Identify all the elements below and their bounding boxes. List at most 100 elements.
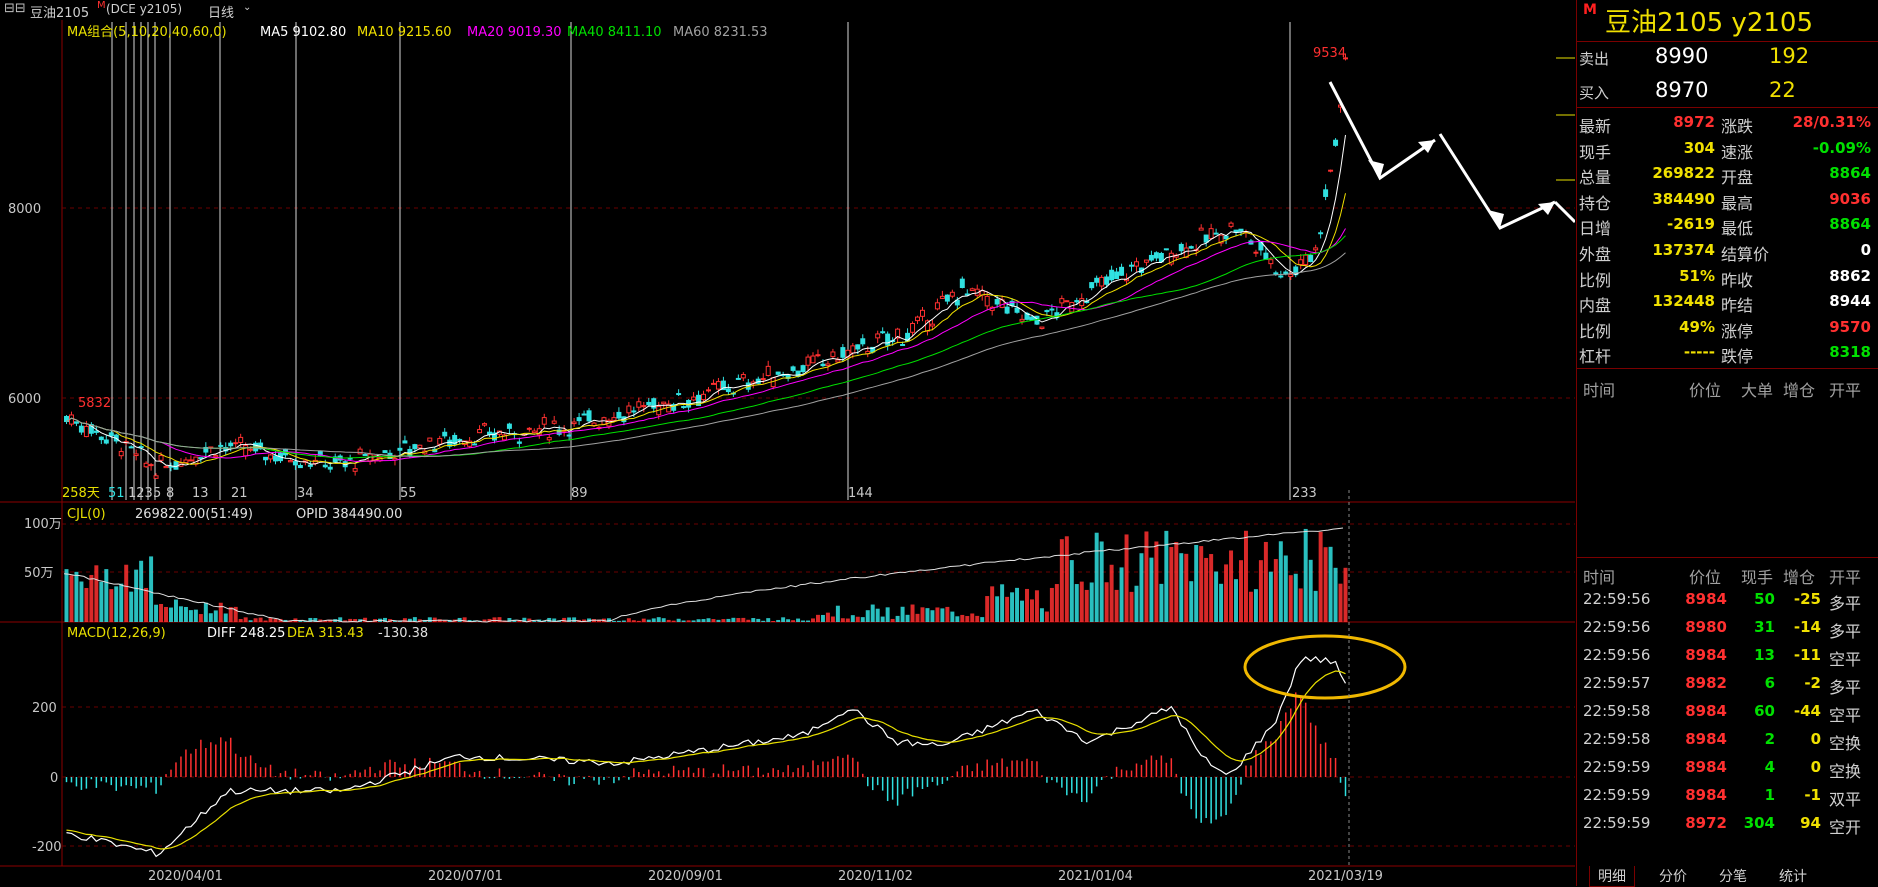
stat-label: 日增 — [1579, 219, 1612, 239]
tick-type: 空平 — [1829, 706, 1862, 725]
tab-stats[interactable]: 统计 — [1779, 869, 1807, 885]
vol-legend-value: 269822.00(51:49) — [135, 507, 253, 522]
tick-volume: 4 — [1764, 758, 1775, 776]
stat-label: 内盘 — [1579, 296, 1612, 316]
tick-oi-change: -14 — [1793, 618, 1821, 636]
tick-type: 空换 — [1829, 734, 1862, 753]
tick-price: 8984 — [1685, 758, 1727, 776]
period-selector[interactable]: 日线 — [208, 6, 235, 21]
fib-label: 89 — [571, 486, 588, 501]
stat-label: 速涨 — [1721, 142, 1754, 162]
tick-time: 22:59:56 — [1583, 618, 1651, 636]
tick-oi-change: -11 — [1793, 646, 1821, 664]
panel-tabs: 明细 分价 分笔 统计 — [1577, 866, 1878, 887]
tick-price: 8984 — [1685, 786, 1727, 804]
tick-row[interactable]: 22:59:58 8984 2 0 空换 — [1577, 727, 1878, 753]
stat-value: 8864 — [1829, 215, 1871, 234]
stat-value: 304 — [1683, 138, 1715, 157]
stat-value: 0 — [1860, 241, 1871, 259]
tick-volume: 13 — [1754, 646, 1775, 664]
low-price-mark: 5832 — [78, 396, 111, 411]
bid-row: 买入 8970 22 — [1579, 78, 1796, 102]
stat-value: 8862 — [1829, 266, 1871, 285]
menu-icon[interactable]: ⊟⊟ — [4, 1, 26, 16]
stat-value: 49% — [1679, 317, 1715, 336]
quote-panel: M 豆油2105 y2105 卖出 8990 192 买入 8970 22 最新… — [1576, 0, 1878, 887]
date-axis-label: 2020/07/01 — [428, 869, 503, 884]
macd-highlight-ellipse — [1243, 634, 1407, 700]
stat-label: 涨停 — [1721, 321, 1754, 341]
chevron-down-icon[interactable]: ⌄ — [243, 2, 252, 13]
tick-price: 8982 — [1685, 674, 1727, 692]
contract-marker: M — [97, 0, 106, 11]
stat-value: 137374 — [1652, 241, 1715, 259]
stat-value: -2619 — [1667, 215, 1715, 234]
stat-value: ----- — [1683, 343, 1715, 362]
macd-axis-label: 200 — [32, 701, 57, 716]
kline-chart[interactable]: 8000 6000 9534 5832 100万 50万 200 0 -200 … — [0, 20, 1575, 886]
quote-stat-row: 比例 51% 昨收 8862 — [1577, 264, 1878, 290]
stat-label: 总量 — [1579, 168, 1612, 188]
fib-label: 8 — [166, 486, 174, 501]
stat-label: 比例 — [1579, 321, 1612, 341]
stat-label: 开盘 — [1721, 168, 1754, 188]
stat-value: 8944 — [1829, 292, 1871, 311]
high-price-mark: 9534 — [1313, 46, 1346, 61]
tick-row[interactable]: 22:59:59 8984 1 -1 双平 — [1577, 783, 1878, 809]
fib-label: 51 — [108, 486, 125, 501]
quote-stat-row: 最新 8972 涨跌 28/0.31% — [1577, 110, 1878, 136]
tick-oi-change: 94 — [1800, 814, 1821, 832]
ma5-label: MA5 9102.80 — [260, 25, 346, 40]
tick-time: 22:59:57 — [1583, 674, 1651, 692]
volume-axis-label: 50万 — [24, 566, 54, 581]
stat-value: 8972 — [1673, 113, 1715, 131]
volume-axis-label: 100万 — [24, 517, 62, 532]
tick-type: 空换 — [1829, 762, 1862, 781]
opid-legend-value: OPID 384490.00 — [296, 507, 402, 522]
tick-price: 8984 — [1685, 702, 1727, 720]
stat-value: 8864 — [1829, 164, 1871, 183]
macd-legend-title[interactable]: MACD(12,26,9) — [67, 626, 166, 641]
ask-row: 卖出 8990 192 — [1579, 44, 1810, 68]
quote-stat-row: 日增 -2619 最低 8864 — [1577, 212, 1878, 239]
tab-price[interactable]: 分价 — [1659, 869, 1687, 885]
tab-tick[interactable]: 分笔 — [1719, 869, 1747, 885]
date-axis-label: 2021/01/04 — [1058, 869, 1133, 884]
stat-value: 28/0.31% — [1792, 113, 1871, 131]
tick-row[interactable]: 22:59:58 8984 60 -44 空平 — [1577, 699, 1878, 725]
stat-value: 384490 — [1652, 189, 1715, 208]
tick-type: 多平 — [1829, 622, 1862, 641]
stat-label: 持仓 — [1579, 193, 1612, 213]
tick-time: 22:59:56 — [1583, 590, 1651, 608]
tick-row[interactable]: 22:59:56 8984 13 -11 空平 — [1577, 643, 1878, 669]
tab-detail[interactable]: 明细 — [1589, 866, 1635, 887]
tick-price: 8984 — [1685, 646, 1727, 664]
stat-label: 涨跌 — [1721, 117, 1754, 136]
quote-stat-row: 比例 49% 涨停 9570 — [1577, 315, 1878, 341]
tick-row[interactable]: 22:59:59 8972 304 94 空开 — [1577, 811, 1878, 837]
dea-value: DEA 313.43 — [287, 626, 364, 641]
exchange-code: (DCE y2105) — [106, 2, 183, 16]
stat-label: 外盘 — [1579, 245, 1612, 264]
tick-row[interactable]: 22:59:56 8980 31 -14 多平 — [1577, 615, 1878, 641]
tick-row[interactable]: 22:59:59 8984 4 0 空换 — [1577, 755, 1878, 781]
macd-axis-label: 0 — [50, 771, 58, 786]
tick-volume: 304 — [1743, 814, 1775, 832]
fib-label: 21 — [231, 486, 248, 501]
quote-title: 豆油2105 y2105 — [1605, 8, 1813, 38]
main-contract-marker: M — [1583, 2, 1597, 18]
tick-time: 22:59:58 — [1583, 702, 1651, 720]
tick-volume: 2 — [1764, 730, 1775, 748]
stat-label: 杠杆 — [1579, 347, 1612, 367]
contract-name: 豆油2105 — [30, 6, 90, 21]
diff-value: DIFF 248.25 — [207, 626, 285, 641]
stat-label: 最新 — [1579, 117, 1612, 136]
tick-volume: 1 — [1764, 786, 1775, 804]
tick-row[interactable]: 22:59:56 8984 50 -25 多平 — [1577, 587, 1878, 613]
vol-legend-title[interactable]: CJL(0) — [67, 507, 106, 522]
ma-legend-title[interactable]: MA组合(5,10,20,40,60,0) — [67, 25, 227, 40]
date-axis-label: 2020/09/01 — [648, 869, 723, 884]
tick-volume: 50 — [1754, 590, 1775, 608]
stat-label: 最低 — [1721, 219, 1754, 239]
tick-row[interactable]: 22:59:57 8982 6 -2 多平 — [1577, 671, 1878, 697]
